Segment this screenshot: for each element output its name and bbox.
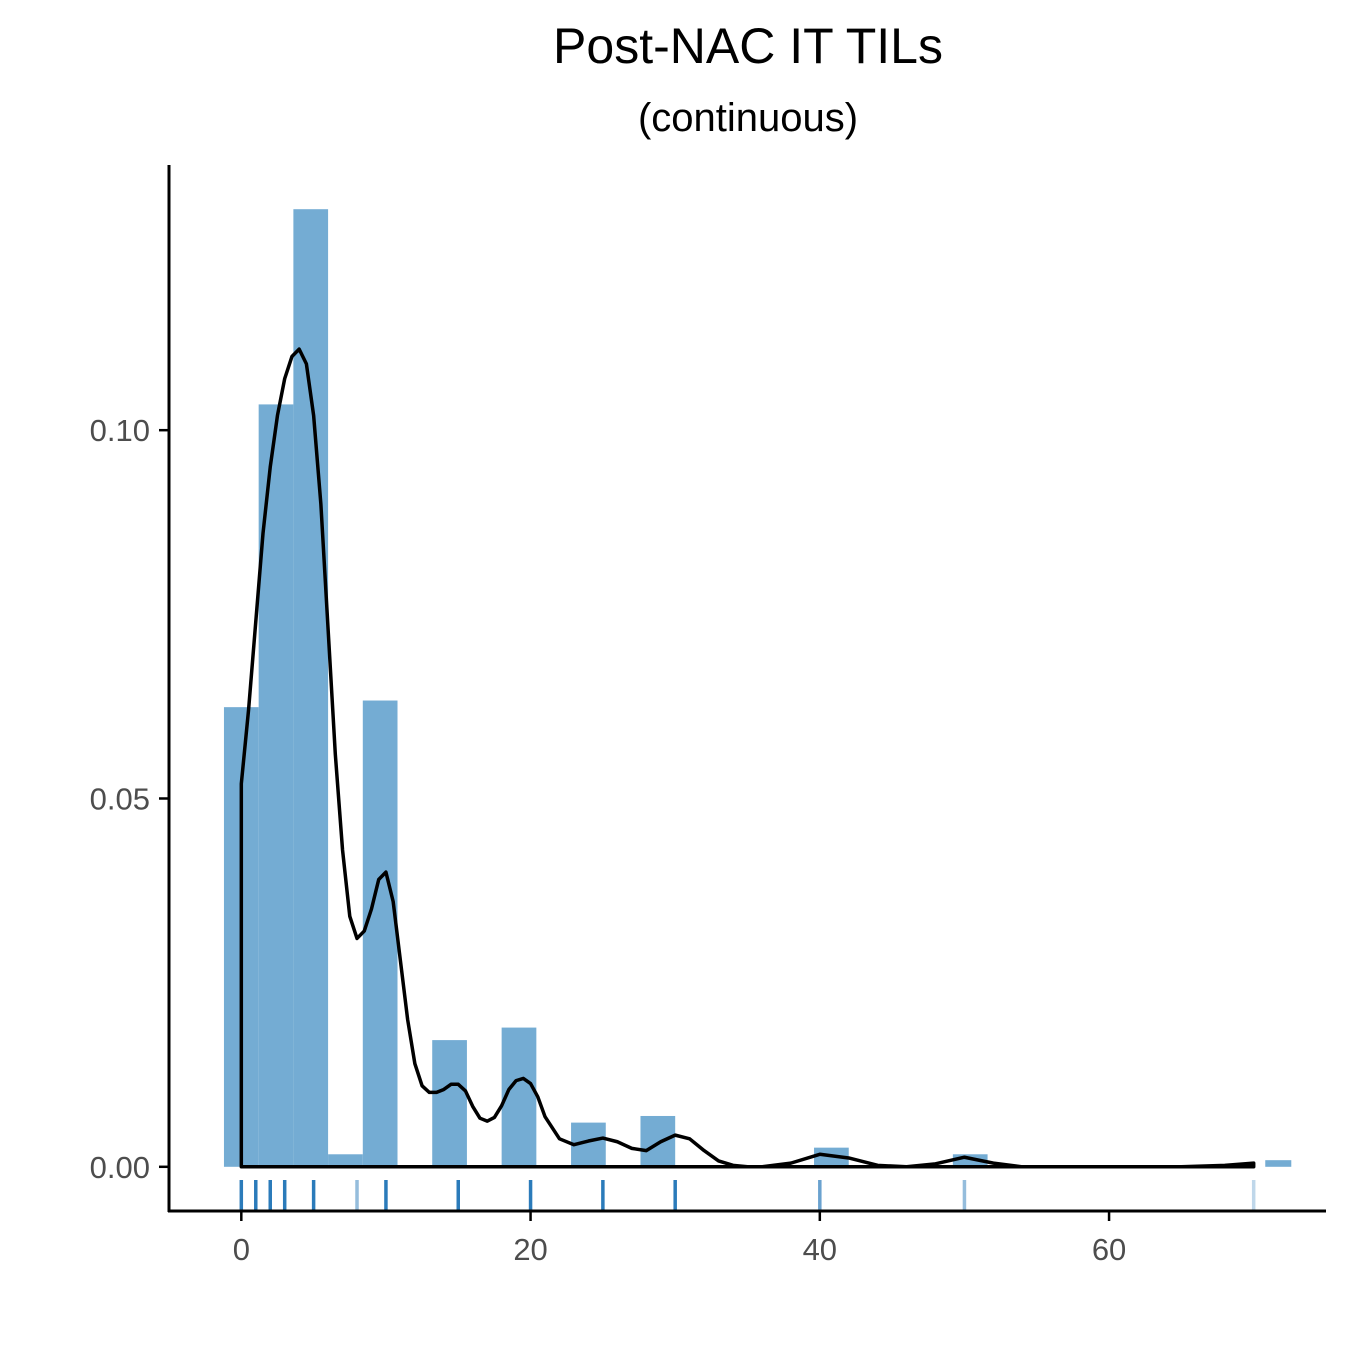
density-curve-layer — [239, 347, 1256, 1169]
y-tick-label: 0.05 — [90, 781, 150, 816]
histogram-bar-2 — [293, 209, 329, 1167]
chart-title: Post-NAC IT TILs — [553, 18, 943, 74]
y-tick-label: 0.00 — [90, 1150, 150, 1185]
y-axis-ticks: 0.00 0.05 0.10 — [90, 413, 169, 1185]
histogram-bar-6 — [432, 1040, 467, 1167]
x-tick-label: 0 — [233, 1232, 250, 1267]
histogram-bar-4 — [362, 700, 398, 1167]
histogram-bar-15 — [1265, 1160, 1292, 1167]
x-tick-label: 60 — [1092, 1232, 1126, 1267]
histogram-bar-12 — [640, 1115, 676, 1167]
x-tick-label: 40 — [803, 1232, 837, 1267]
x-tick-label: 20 — [513, 1232, 547, 1267]
rug-marks — [239, 1180, 1256, 1210]
density-curve — [239, 347, 1256, 1169]
chart-subtitle: (continuous) — [638, 96, 858, 140]
histogram-bar-3 — [328, 1154, 363, 1167]
histogram-bar-8 — [501, 1027, 537, 1167]
histogram-bars — [223, 209, 1292, 1167]
x-axis-ticks: 0 20 40 60 — [233, 1211, 1126, 1267]
y-tick-label: 0.10 — [90, 413, 150, 448]
